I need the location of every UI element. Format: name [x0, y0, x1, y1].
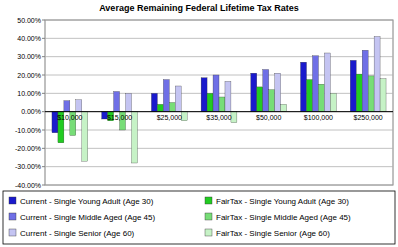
y-tick-label: -40.00%: [15, 182, 41, 189]
bar: [263, 70, 269, 112]
bar: [225, 81, 231, 111]
bar: [301, 62, 307, 112]
x-tick-label: $35,000: [206, 114, 231, 121]
grid-line: [45, 166, 393, 167]
legend-label: Current - Single Senior (Age 60): [20, 229, 135, 238]
grid-line: [45, 130, 393, 131]
legend-swatch: [205, 213, 212, 220]
legend-label: FairTax - Single Senior (Age 60): [216, 229, 330, 238]
bar: [82, 112, 88, 161]
bar: [114, 92, 120, 112]
bar: [213, 75, 219, 112]
legend-label: Current - Single Middle Aged (Age 45): [20, 213, 156, 222]
legend-swatch: [9, 213, 16, 220]
grid-line: [45, 185, 393, 186]
bar: [324, 53, 330, 112]
bar: [175, 86, 181, 112]
bar: [132, 112, 138, 163]
x-tick-label: $100,000: [304, 114, 333, 121]
tick-mark: [42, 56, 45, 57]
y-tick-label: 20.00%: [17, 72, 41, 79]
bar: [64, 101, 70, 112]
y-tick-label: 40.00%: [17, 35, 41, 42]
bars: [52, 37, 386, 164]
bar: [374, 37, 380, 112]
y-tick-label: 50.00%: [17, 17, 41, 24]
bar: [257, 87, 263, 112]
x-tick-label: $10,000: [57, 114, 82, 121]
legend: [3, 191, 395, 244]
bar: [269, 90, 275, 112]
bar: [76, 100, 82, 112]
x-tick-label: $250,000: [354, 114, 383, 121]
tick-mark: [42, 38, 45, 39]
tick-mark: [42, 20, 45, 21]
tick-mark: [42, 185, 45, 186]
y-tick-label: 30.00%: [17, 53, 41, 60]
y-tick-label: -20.00%: [15, 145, 41, 152]
tick-mark: [42, 93, 45, 94]
bar: [251, 73, 257, 112]
bar: [312, 56, 318, 112]
bar: [126, 93, 132, 111]
bar: [350, 60, 356, 111]
y-tick-label: 10.00%: [17, 90, 41, 97]
legend-label: Current - Single Young Adult (Age 30): [20, 197, 154, 206]
tick-mark: [42, 166, 45, 167]
bar: [219, 97, 225, 112]
bar: [169, 103, 175, 112]
bar: [281, 104, 287, 111]
bar: [356, 74, 362, 112]
grid-line: [45, 148, 393, 149]
zero-axis: [45, 111, 393, 112]
bar: [231, 112, 237, 123]
bar: [157, 104, 163, 111]
legend-label: FairTax - Single Middle Aged (Age 45): [216, 213, 351, 222]
bar: [275, 73, 281, 112]
grid-line: [45, 38, 393, 39]
bar: [368, 76, 374, 112]
bar: [207, 93, 213, 111]
tick-mark: [42, 111, 45, 112]
y-tick-label: -10.00%: [15, 127, 41, 134]
bar: [380, 79, 386, 112]
bar: [330, 93, 336, 111]
legend-label: FairTax - Single Young Adult (Age 30): [216, 197, 349, 206]
tick-mark: [42, 148, 45, 149]
bar: [318, 84, 324, 112]
x-tick-label: $25,000: [157, 114, 182, 121]
tick-mark: [42, 130, 45, 131]
chart: Average Remaining Federal Lifetime Tax R…: [0, 0, 398, 247]
title: Average Remaining Federal Lifetime Tax R…: [99, 3, 299, 13]
bar: [181, 112, 187, 121]
y-tick-label: -30.00%: [15, 163, 41, 170]
grid-line: [45, 111, 393, 112]
grid-line: [45, 20, 393, 21]
tick-mark: [42, 75, 45, 76]
legend-swatch: [205, 229, 212, 236]
bar: [201, 78, 207, 112]
plot-area: [45, 20, 393, 185]
x-tick-label: $15,000: [107, 114, 132, 121]
bar: [362, 50, 368, 111]
bar: [306, 80, 312, 112]
bar: [163, 80, 169, 112]
y-tick-label: 0.00%: [21, 108, 41, 115]
legend-swatch: [9, 197, 16, 204]
legend-swatch: [9, 229, 16, 236]
x-tick-label: $50,000: [256, 114, 281, 121]
grid-line: [45, 56, 393, 57]
legend-swatch: [205, 197, 212, 204]
bar: [151, 93, 157, 111]
